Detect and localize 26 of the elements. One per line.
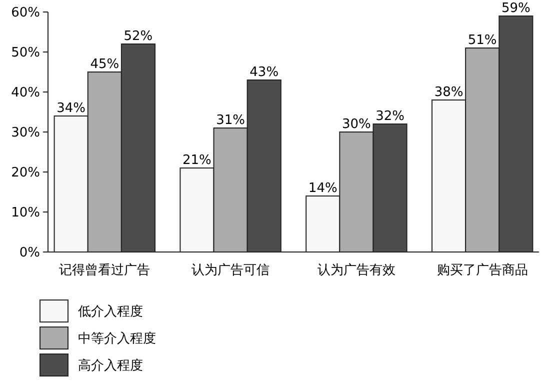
data-label: 32% xyxy=(376,109,404,124)
data-label: 51% xyxy=(468,33,497,48)
data-label: 14% xyxy=(308,181,338,196)
y-tick-label: 40% xyxy=(11,86,40,101)
data-label: 31% xyxy=(216,113,246,128)
data-label: 21% xyxy=(182,153,212,168)
y-tick-label: 50% xyxy=(11,46,40,61)
legend-label: 中等介入程度 xyxy=(78,330,156,347)
y-tick-label: 20% xyxy=(11,166,40,181)
data-label: 45% xyxy=(90,57,120,72)
y-tick-label: 60% xyxy=(11,6,40,21)
legend-label: 高介入程度 xyxy=(78,358,143,374)
x-tick-label: 认为广告有效 xyxy=(317,263,396,278)
x-tick-label: 记得曾看过广告 xyxy=(59,263,150,278)
legend-label: 低介入程度 xyxy=(78,304,143,320)
data-label: 43% xyxy=(250,65,279,80)
data-label: 30% xyxy=(342,117,371,132)
data-label: 34% xyxy=(56,101,86,116)
x-tick-label: 认为广告可信 xyxy=(192,263,270,278)
x-tick-label: 购买了广告商品 xyxy=(436,263,528,278)
data-label: 38% xyxy=(434,85,464,100)
y-tick-label: 0% xyxy=(19,246,40,261)
y-tick-label: 30% xyxy=(11,126,40,141)
y-tick-label: 10% xyxy=(11,206,40,221)
data-label: 52% xyxy=(124,29,153,44)
data-label: 59% xyxy=(501,1,530,16)
